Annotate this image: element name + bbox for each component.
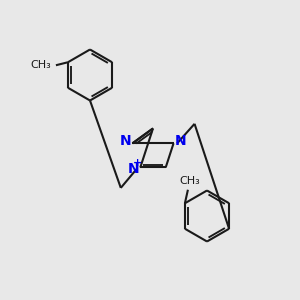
Text: N: N	[120, 134, 132, 148]
Text: CH₃: CH₃	[31, 60, 51, 70]
Text: N: N	[174, 134, 186, 148]
Text: N: N	[128, 162, 140, 176]
Text: +: +	[133, 158, 142, 168]
Text: CH₃: CH₃	[179, 176, 200, 186]
